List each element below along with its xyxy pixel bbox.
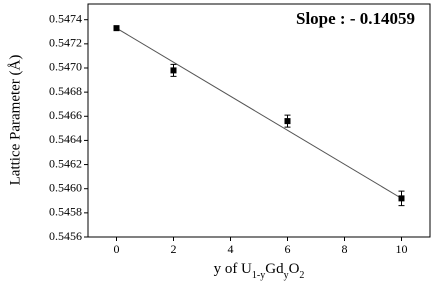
- x-tick-label: 6: [285, 242, 291, 256]
- y-tick-label: 0.5468: [49, 84, 82, 98]
- plot-frame: [87, 3, 431, 238]
- x-label-part: O: [289, 261, 300, 277]
- x-tick-label: 0: [114, 242, 120, 256]
- y-tick-label: 0.5470: [49, 60, 82, 74]
- y-tick-label: 0.5464: [49, 132, 82, 146]
- x-tick-label: 2: [171, 242, 177, 256]
- x-label-part: y: [284, 270, 289, 281]
- annotation: Slope : - 0.14059: [296, 9, 415, 28]
- y-tick-label: 0.5462: [49, 156, 82, 170]
- fit-line: [116, 27, 402, 199]
- x-label-part: y of U: [214, 261, 252, 277]
- y-tick-label: 0.5456: [49, 229, 82, 243]
- y-tick-label: 0.5460: [49, 180, 82, 194]
- x-label-part: 2: [299, 270, 304, 281]
- point: [398, 195, 405, 202]
- point: [113, 25, 120, 32]
- x-tick-label: 8: [342, 242, 348, 256]
- x-axis-label: y of U1-yGdyO2: [214, 261, 305, 280]
- x-label-part: 1-y: [252, 270, 265, 281]
- x-label-part: Gd: [265, 261, 284, 277]
- y-tick-label: 0.5474: [49, 11, 82, 25]
- point: [284, 118, 291, 125]
- y-tick-label: 0.5458: [49, 205, 82, 219]
- y-axis-label: Lattice Parameter (Å): [7, 55, 23, 186]
- y-tick-label: 0.5466: [49, 108, 82, 122]
- point: [170, 67, 177, 74]
- y-tick-label: 0.5472: [49, 36, 82, 50]
- x-tick-label: 4: [228, 242, 234, 256]
- x-tick-label: 10: [396, 242, 408, 256]
